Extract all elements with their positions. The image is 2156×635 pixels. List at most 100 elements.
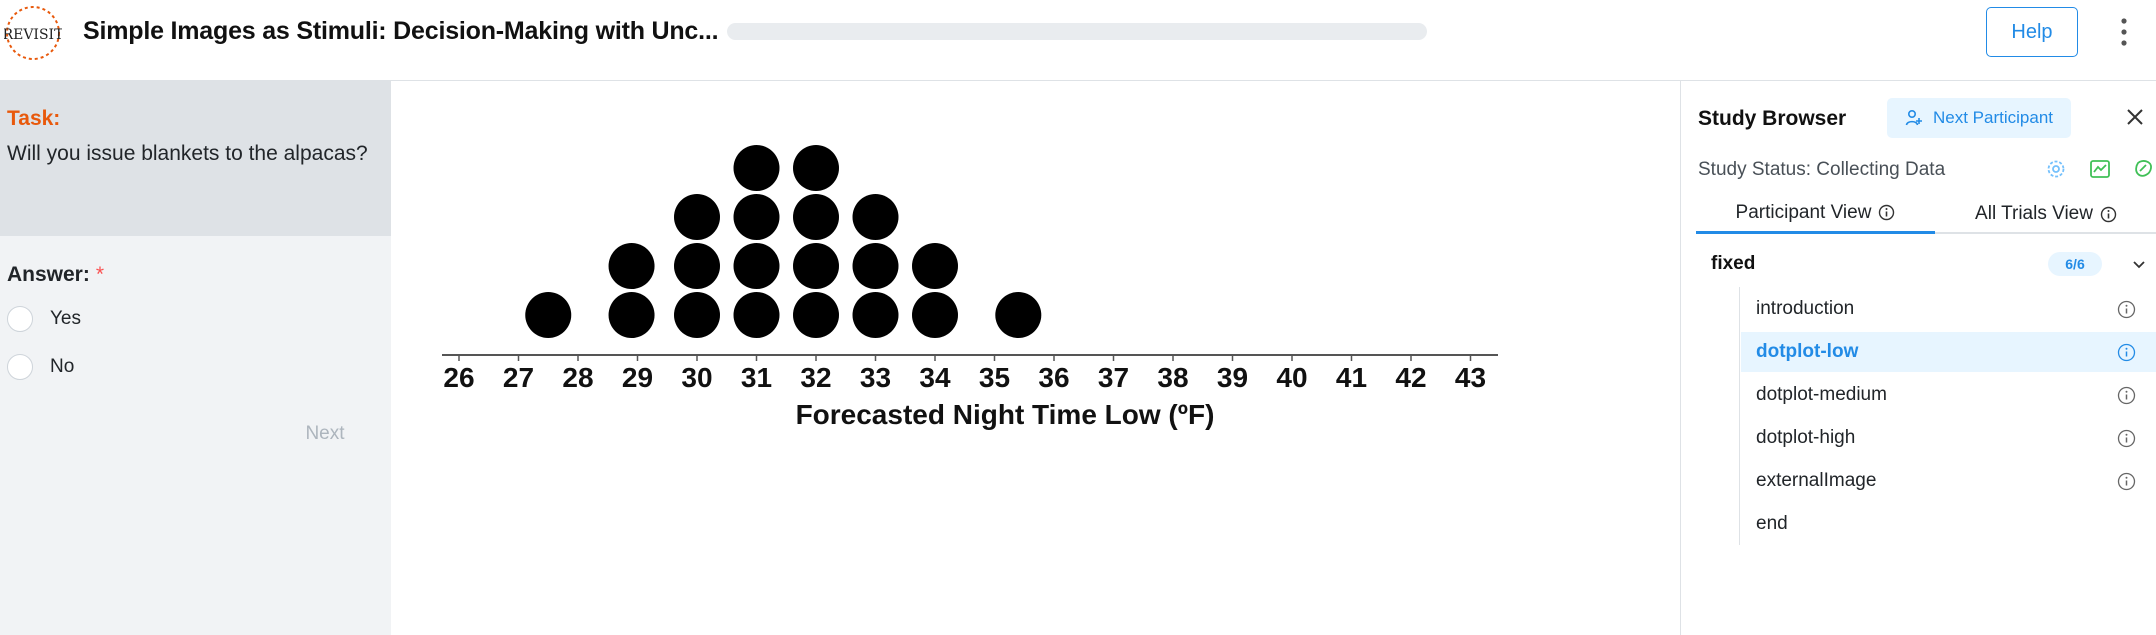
sequence-group-fixed[interactable]: fixed 6/6: [1696, 244, 2156, 284]
trial-item-introduction[interactable]: introduction: [1741, 289, 2156, 329]
tab-participant-view-label: Participant View: [1735, 201, 1872, 223]
trial-item-externalimage[interactable]: externalImage: [1741, 461, 2156, 501]
forecast-dot: [995, 292, 1042, 338]
forecast-dot: [793, 243, 839, 289]
forecast-dot: [674, 292, 720, 338]
tick-label-37: 37: [1098, 362, 1129, 393]
forecast-dot: [525, 292, 572, 338]
info-icon[interactable]: [2117, 472, 2136, 491]
trial-label: end: [1756, 513, 1788, 534]
forecast-dot: [793, 145, 839, 191]
forecast-dot: [793, 292, 839, 338]
response-panel: Task: Will you issue blankets to the alp…: [0, 81, 391, 635]
tick-label-30: 30: [681, 362, 712, 393]
option-yes[interactable]: Yes: [7, 306, 81, 332]
tick-label-36: 36: [1038, 362, 1069, 393]
trial-item-dotplot-medium[interactable]: dotplot-medium: [1741, 375, 2156, 415]
add-user-icon: [1905, 109, 1922, 126]
study-status: Study Status: Collecting Data: [1698, 159, 1946, 180]
tick-label-35: 35: [979, 362, 1010, 393]
forecast-dot: [912, 243, 958, 289]
next-button[interactable]: Next: [290, 417, 360, 451]
settings-gear-icon[interactable]: [2044, 157, 2068, 181]
more-options-icon[interactable]: [2110, 14, 2138, 50]
task-label: Task:: [7, 107, 61, 130]
study-progress-bar: [727, 23, 1427, 40]
tick-label-42: 42: [1395, 362, 1426, 393]
status-icon-group: [2044, 157, 2156, 181]
option-no[interactable]: No: [7, 354, 74, 380]
info-icon: [2100, 206, 2117, 222]
info-icon[interactable]: [2117, 300, 2136, 319]
close-icon[interactable]: [2121, 103, 2149, 131]
forecast-dot: [733, 292, 780, 338]
info-icon[interactable]: [2117, 343, 2136, 362]
forecast-dot: [733, 145, 780, 191]
tick-label-39: 39: [1217, 362, 1248, 393]
group-name: fixed: [1711, 253, 1756, 274]
forecast-dot: [674, 243, 720, 289]
help-button[interactable]: Help: [1986, 7, 2078, 57]
tick-label-43: 43: [1455, 362, 1486, 393]
svg-text:REVISIT: REVISIT: [4, 27, 62, 43]
forecast-dot: [674, 194, 720, 240]
study-browser-title: Study Browser: [1698, 107, 1847, 130]
answer-label: Answer: *: [7, 263, 104, 287]
tick-label-31: 31: [741, 362, 772, 393]
tick-label-26: 26: [443, 362, 474, 393]
forecast-dot: [852, 292, 899, 338]
radio-yes[interactable]: [7, 306, 33, 332]
forecast-dot: [608, 292, 655, 338]
tick-label-38: 38: [1157, 362, 1188, 393]
tick-label-41: 41: [1336, 362, 1367, 393]
trial-label: externalImage: [1756, 470, 1877, 491]
chevron-down-icon[interactable]: [2129, 254, 2149, 274]
study-title: Simple Images as Stimuli: Decision-Makin…: [83, 17, 719, 45]
forecast-dot: [912, 292, 958, 338]
trial-label: dotplot-high: [1756, 427, 1856, 448]
tick-label-27: 27: [503, 362, 534, 393]
trial-label: introduction: [1756, 298, 1855, 319]
forecast-dot: [852, 194, 899, 240]
trial-item-dotplot-low[interactable]: dotplot-low: [1741, 332, 2156, 372]
stimulus-dotplot-image: 26 27 28 29 30 31 32 33 34 35 36 37 38 39 40 41 42 43 For…: [442, 145, 1498, 430]
tab-all-trials-view[interactable]: All Trials View: [1935, 194, 2156, 234]
browser-tabs: Participant View All Trials View: [1696, 194, 2156, 234]
tree-indent-line: [1739, 287, 1740, 545]
tab-all-trials-view-label: All Trials View: [1975, 203, 2093, 224]
forecast-dot: [733, 194, 780, 240]
answer-label-text: Answer:: [7, 263, 90, 286]
trial-label: dotplot-low: [1756, 341, 1859, 362]
info-icon: [1879, 204, 1895, 221]
tab-participant-view[interactable]: Participant View: [1696, 194, 1935, 234]
option-no-label[interactable]: No: [50, 356, 75, 377]
tick-label-32: 32: [800, 362, 831, 393]
next-participant-label: Next Participant: [1933, 108, 2053, 127]
tick-label-28: 28: [562, 362, 593, 393]
radio-no[interactable]: [7, 354, 33, 380]
group-count-badge: 6/6: [2048, 252, 2102, 276]
tick-label-33: 33: [860, 362, 891, 393]
revisit-logo: REVISIT: [4, 6, 62, 60]
tick-label-40: 40: [1276, 362, 1307, 393]
next-participant-button[interactable]: Next Participant: [1887, 98, 2071, 138]
forecast-dot: [733, 243, 780, 289]
trial-item-dotplot-high[interactable]: dotplot-high: [1741, 418, 2156, 458]
axis-label: Forecasted Night Time Low (ºF): [796, 399, 1215, 430]
trial-item-end[interactable]: end: [1741, 504, 2156, 544]
info-icon[interactable]: [2117, 386, 2136, 405]
required-mark: *: [95, 263, 105, 286]
tick-label-29: 29: [622, 362, 653, 393]
tick-label-34: 34: [919, 362, 951, 393]
task-box: Task: Will you issue blankets to the alp…: [0, 81, 391, 236]
option-yes-label[interactable]: Yes: [50, 308, 81, 329]
database-icon[interactable]: [2132, 157, 2156, 181]
forecast-dot: [793, 194, 839, 240]
forecast-dot: [608, 243, 655, 289]
trial-label: dotplot-medium: [1756, 384, 1887, 405]
forecast-dot: [852, 243, 899, 289]
app-header: REVISIT Simple Images as Stimuli: Decisi…: [0, 0, 2156, 81]
analytics-chart-icon[interactable]: [2088, 157, 2112, 181]
task-question: Will you issue blankets to the alpacas?: [7, 142, 368, 165]
info-icon[interactable]: [2117, 429, 2136, 448]
